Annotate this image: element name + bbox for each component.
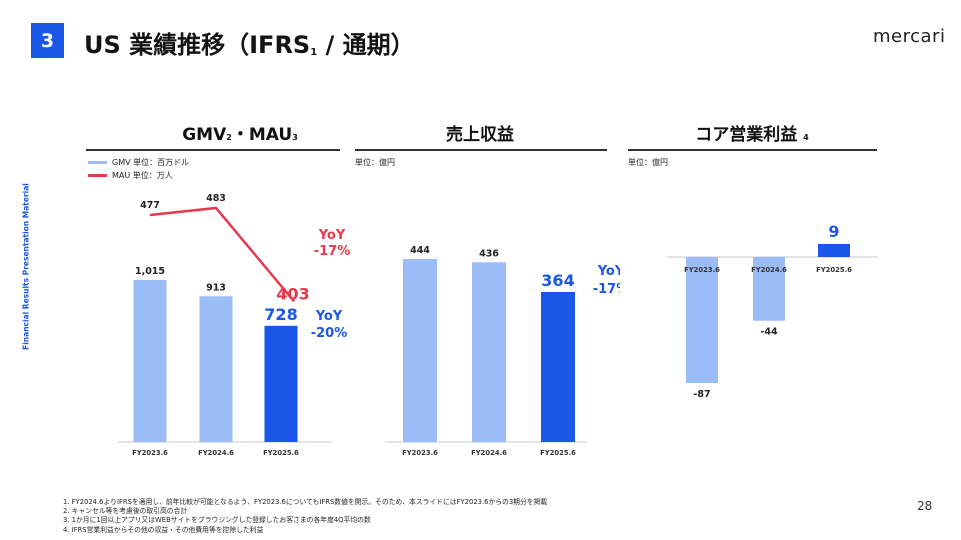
revenue-unit-label: 単位：億円	[355, 158, 395, 167]
gmv-mau-panel-title: GMV2・MAU3	[120, 120, 360, 145]
op-profit-x-tick-label: FY2025.6	[816, 266, 852, 274]
mercari-logo: mercari	[873, 26, 946, 47]
revenue-x-tick-label: FY2024.6	[471, 449, 507, 457]
revenue-value-label: 364	[541, 271, 574, 290]
mau-yoy-value: -17%	[314, 244, 351, 259]
revenue-value-label: 444	[410, 245, 430, 256]
page-number: 28	[917, 499, 933, 513]
section-number-badge: 3	[31, 23, 64, 58]
gmv-title-text: GMV	[182, 125, 227, 145]
page-title-footnote-marker: 1	[310, 47, 318, 58]
footnote-3: 3. 1か月に1回以上アプリ又はWEBサイトをブラウジングした登録したお客さまの…	[63, 516, 371, 525]
gmv-x-tick-label: FY2023.6	[132, 449, 168, 457]
page-title-tail: / 通期）	[317, 31, 415, 59]
gmv-bar	[133, 280, 167, 442]
footnote-4: 4. IFRS営業利益からその他の収益・その他費用等を控除した利益	[63, 525, 264, 534]
mau-legend-item: MAU 単位：万人	[88, 170, 189, 181]
op-profit-value-label: 9	[828, 222, 839, 241]
gmv-legend-item: GMV 単位：百万ドル	[88, 157, 189, 168]
gmv-value-label: 913	[206, 282, 226, 293]
page-title-main: US 業績推移（IFRS	[84, 31, 311, 59]
op-profit-panel-rule	[628, 149, 877, 151]
revenue-bar	[541, 291, 575, 442]
op-profit-unit-label: 単位：億円	[628, 158, 668, 167]
mau-legend-label: MAU 単位：万人	[112, 171, 173, 180]
op-profit-chart: -87 FY2023.6 -44 FY2024.6 9 FY2025.6	[667, 222, 878, 400]
op-profit-value-label: -87	[693, 389, 710, 400]
gmv-x-tick-label: FY2025.6	[263, 449, 299, 457]
op-profit-title-text: コア営業利益	[695, 125, 798, 145]
gmv-value-label: 728	[264, 305, 297, 324]
gmv-mau-chart: 1,015 FY2023.6 913 FY2024.6 728 FY2025.6 477 48…	[118, 193, 351, 457]
mau-title-text: ・MAU	[231, 125, 293, 145]
gmv-yoy-label: YoY	[315, 309, 343, 324]
revenue-value-label: 436	[479, 248, 499, 259]
mau-value-label: 483	[206, 193, 226, 204]
footnote-1: 1. FY2024.6よりIFRSを適用し、前年比較が可能となるよう、FY202…	[63, 498, 548, 506]
revenue-yoy-value: -17%	[593, 282, 620, 297]
op-profit-x-tick-label: FY2023.6	[684, 266, 720, 274]
mau-line	[149, 206, 295, 303]
mau-value-label: 403	[276, 284, 309, 303]
revenue-bar	[403, 259, 437, 442]
gmv-title-note: 2	[226, 133, 232, 142]
mau-legend-swatch	[88, 174, 107, 177]
gmv-legend: GMV 単位：百万ドル MAU 単位：万人	[88, 157, 189, 181]
gmv-bar	[199, 296, 233, 442]
op-profit-bar	[753, 257, 785, 321]
revenue-yoy-label: YoY	[597, 264, 620, 279]
revenue-x-tick-label: FY2025.6	[540, 449, 576, 457]
gmv-legend-swatch	[88, 161, 107, 164]
revenue-panel-title: 売上収益	[446, 125, 514, 145]
gmv-value-label: 1,015	[135, 266, 165, 277]
footnotes: 1. FY2024.6よりIFRSを適用し、前年比較が可能となるよう、FY202…	[63, 498, 547, 535]
op-profit-bar	[686, 257, 718, 383]
mau-value-label: 477	[140, 200, 160, 211]
gmv-yoy-value: -20%	[311, 326, 348, 341]
revenue-panel-rule	[355, 149, 607, 151]
revenue-x-tick-label: FY2023.6	[402, 449, 438, 457]
mau-title-note: 3	[292, 133, 298, 142]
side-vertical-label: Financial Results Presentation Material	[21, 183, 31, 350]
op-profit-title-note: 4	[803, 133, 809, 142]
mau-yoy-label: YoY	[318, 228, 346, 243]
op-profit-value-label: -44	[760, 327, 778, 338]
op-profit-x-tick-label: FY2024.6	[751, 266, 787, 274]
revenue-chart: 444 FY2023.6 436 FY2024.6 364 FY2025.6 YoY -17%	[385, 245, 620, 457]
gmv-bar	[264, 325, 298, 442]
footnote-2: 2. キャンセル等を考慮後の取引高の合計	[63, 507, 188, 516]
gmv-x-tick-label: FY2024.6	[198, 449, 234, 457]
gmv-panel-rule	[86, 149, 340, 151]
page-title: US 業績推移（IFRS1 / 通期）	[84, 25, 415, 60]
revenue-bar	[472, 262, 506, 442]
gmv-legend-label: GMV 単位：百万ドル	[112, 158, 190, 167]
op-profit-panel-title: コア営業利益 4	[628, 120, 876, 145]
op-profit-bar	[818, 243, 850, 257]
